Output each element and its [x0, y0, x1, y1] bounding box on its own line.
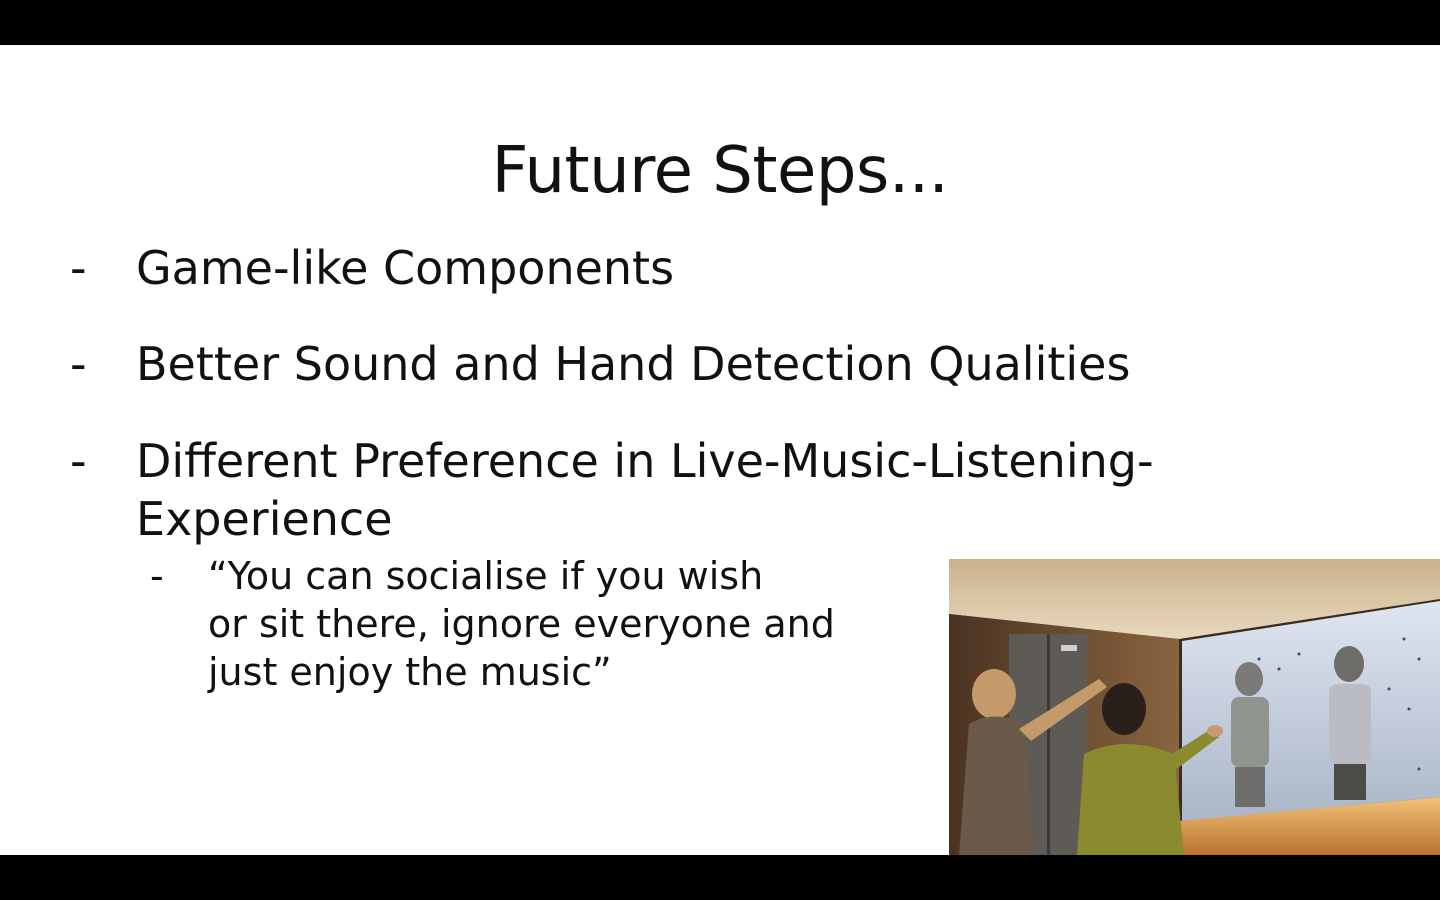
presentation-slide: Future Steps... - Game-like Components -…	[0, 45, 1440, 855]
quote-text: “You can socialise if you wish or sit th…	[208, 554, 835, 694]
letterbox-top	[0, 0, 1440, 45]
bullet-marker: -	[70, 337, 87, 391]
letterbox-bottom	[0, 855, 1440, 900]
bullet-marker: -	[70, 241, 87, 295]
bullet-text: Game-like Components	[136, 241, 675, 295]
bullet-marker: -	[70, 434, 87, 488]
interactive-projection-photo	[949, 559, 1440, 855]
sub-bullet-marker: -	[150, 554, 164, 598]
bullet-text: Better Sound and Hand Detection Qualitie…	[136, 337, 1131, 391]
bullet-text: Different Preference in Live-Music-Liste…	[136, 434, 1154, 546]
slide-title: Future Steps...	[491, 134, 949, 208]
